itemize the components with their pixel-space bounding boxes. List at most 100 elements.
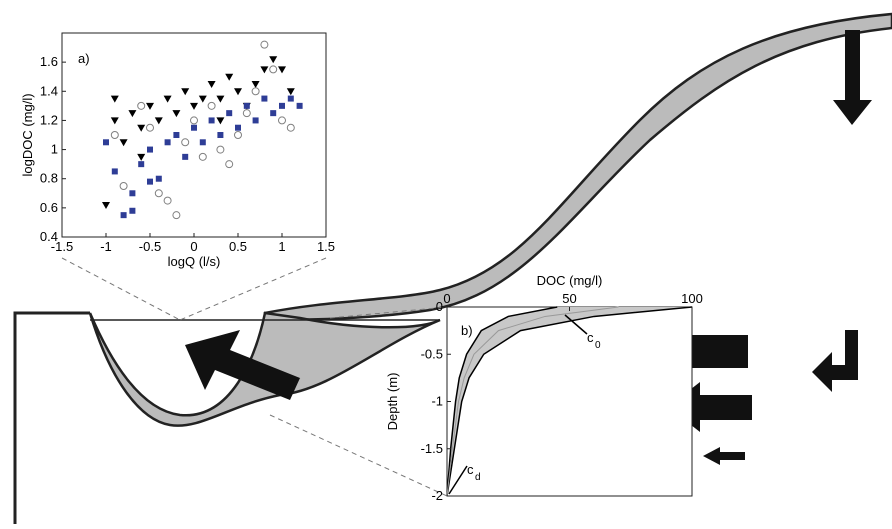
point [119,182,128,190]
point [182,153,189,160]
point [173,132,180,138]
point [110,95,119,103]
point [235,124,241,131]
y-tick-label: 1.2 [40,112,58,127]
x-tick-label: 100 [681,291,703,306]
point [198,95,207,103]
label: c [467,462,474,477]
point [269,65,278,74]
point [226,110,233,117]
point [286,123,295,132]
point [129,207,136,214]
point [278,116,286,125]
y-tick-label: 1 [51,142,58,157]
point [102,201,110,209]
point [190,102,198,110]
point [172,110,181,118]
label: c [587,330,594,345]
y-tick-label: -1.5 [421,441,443,456]
inset-a-frame [61,32,327,238]
point [234,88,242,96]
y-axis-label: logDOC (mg/l) [20,93,35,176]
point [137,101,146,110]
point [252,117,259,124]
y-tick-label: 1.6 [40,54,58,69]
point [146,102,154,110]
label-subscript: d [475,472,481,483]
point [207,81,216,88]
point [296,102,303,109]
point [251,87,260,96]
point [190,116,198,125]
x-tick-label: 50 [562,291,576,306]
x-tick-label: 0 [190,239,197,254]
point [225,160,234,169]
point [278,66,286,74]
point [286,88,295,96]
point [154,117,163,125]
x-tick-label: -1.5 [51,239,73,254]
point [199,139,206,146]
x-axis-label: logQ (l/s) [168,254,221,269]
point [120,212,127,219]
pointer [564,314,588,335]
profile-line [446,306,693,497]
point [251,81,260,88]
point [119,139,128,147]
point [129,190,136,197]
y-tick-label: 0 [436,299,443,314]
point [234,131,242,139]
point [242,109,251,118]
point [198,152,207,161]
y-tick-label: -2 [431,488,443,503]
point [181,88,190,96]
y-tick-label: -0.5 [421,346,443,361]
x-tick-label: -0.5 [139,239,161,254]
point [137,124,146,132]
point [260,40,269,49]
point [137,153,146,161]
y-tick-label: 0.6 [40,200,58,215]
point [216,145,225,154]
y-axis-label: Depth (m) [385,373,400,431]
point [163,95,172,103]
y-tick-label: 1.4 [40,83,58,98]
point [269,56,278,64]
point [181,138,190,147]
x-tick-label: 0.5 [229,239,247,254]
pointer [448,465,468,495]
x-tick-label: 1.5 [317,239,335,254]
point [261,95,268,102]
point [110,117,119,125]
connectors [61,257,448,497]
point [270,110,277,117]
point [207,101,216,110]
annotation: a) [78,51,90,66]
y-tick-label: 0.4 [40,229,58,244]
point [260,66,269,74]
point [147,146,153,153]
point [111,168,118,175]
annotation: b) [461,323,473,338]
point [217,132,224,138]
point [172,211,181,220]
point [154,189,163,198]
point [110,131,119,139]
point [208,117,215,124]
point [103,139,109,146]
point [155,175,162,182]
point [216,117,225,125]
profile-line [446,306,619,497]
point [225,73,234,81]
point [147,178,153,185]
x-tick-label: 1 [278,239,285,254]
ground [13,311,90,524]
y-tick-label: 0.8 [40,171,58,186]
point [138,161,145,168]
point [146,123,154,132]
x-axis-label: DOC (mg/l) [537,273,603,288]
profile-line [446,306,558,497]
hillslope [263,12,892,322]
